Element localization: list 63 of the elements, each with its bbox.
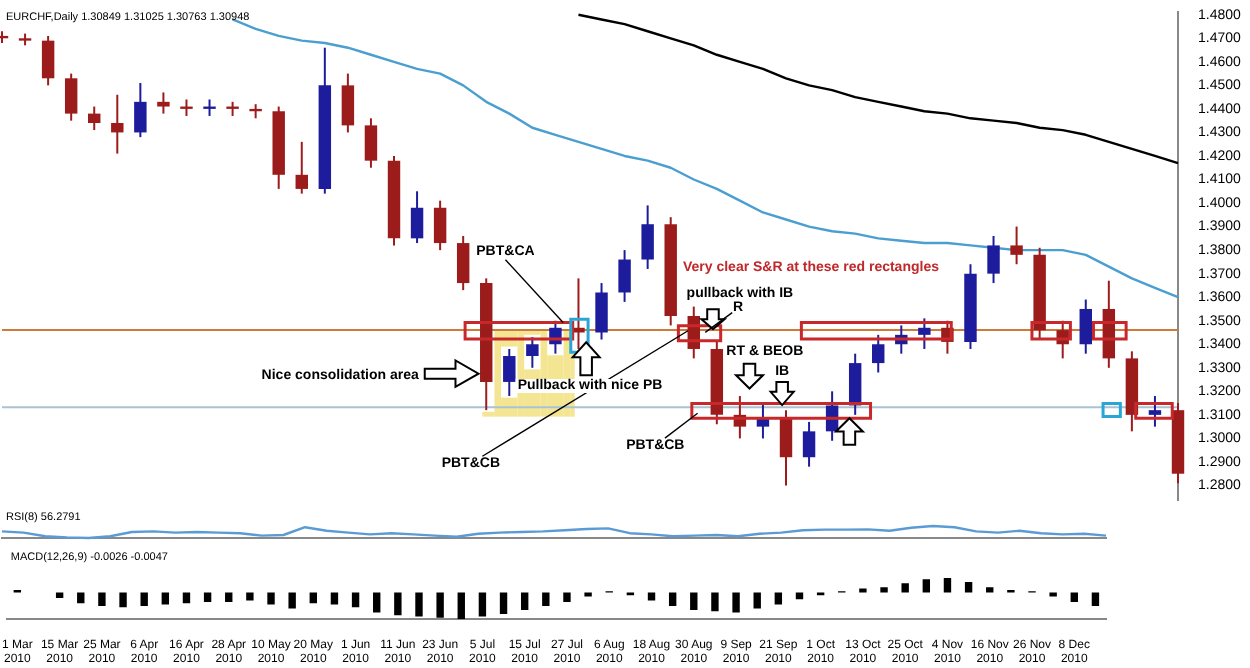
bar (436, 592, 444, 618)
bar (55, 592, 64, 598)
bar (880, 587, 888, 593)
bar (563, 592, 571, 602)
bar (161, 592, 170, 605)
bar (774, 592, 783, 605)
candlestick (595, 282, 608, 341)
bar (415, 592, 423, 617)
bar (499, 592, 508, 614)
candlestick (111, 93, 124, 155)
bar (225, 592, 233, 602)
bar (986, 587, 994, 593)
candlestick (872, 333, 885, 374)
bar (690, 592, 698, 610)
candlestick (1148, 395, 1162, 428)
candlestick (987, 234, 1000, 285)
candlestick (802, 420, 816, 468)
bar (288, 592, 296, 609)
candlestick (918, 317, 931, 350)
candlestick (203, 98, 216, 117)
candlestick (364, 117, 378, 169)
bar (901, 583, 909, 593)
candlestick (433, 199, 447, 252)
candlestick (134, 82, 147, 139)
candlestick (503, 347, 516, 398)
bar (922, 579, 931, 593)
bar (943, 577, 952, 593)
candlestick (180, 98, 193, 117)
bar (478, 592, 487, 617)
bar (668, 592, 677, 606)
bar (520, 592, 529, 610)
candlestick (295, 140, 308, 195)
bar (711, 592, 719, 612)
candlestick (64, 72, 78, 122)
bar (542, 592, 550, 606)
bar (373, 592, 381, 613)
candlestick (456, 234, 470, 292)
candlestick (88, 105, 101, 132)
candlestick (341, 72, 355, 134)
bar (1091, 592, 1100, 606)
bar (457, 592, 465, 620)
bar (1070, 592, 1078, 602)
bar (351, 592, 360, 608)
candlestick (157, 91, 170, 115)
candlestick (41, 34, 55, 87)
bar (140, 592, 148, 606)
candlestick (410, 190, 424, 245)
bar (753, 592, 761, 609)
bar (732, 592, 740, 613)
bar (119, 592, 127, 608)
candlestick (1010, 225, 1023, 266)
candlestick (1079, 298, 1092, 355)
bar (394, 592, 402, 616)
candlestick (526, 336, 539, 369)
bar (246, 592, 254, 601)
bar (330, 592, 339, 605)
candlestick (618, 249, 631, 303)
bar (647, 592, 656, 601)
bar (203, 592, 212, 602)
bar (98, 592, 106, 606)
candlestick (641, 204, 654, 270)
bar (964, 581, 973, 593)
bar (267, 592, 275, 605)
